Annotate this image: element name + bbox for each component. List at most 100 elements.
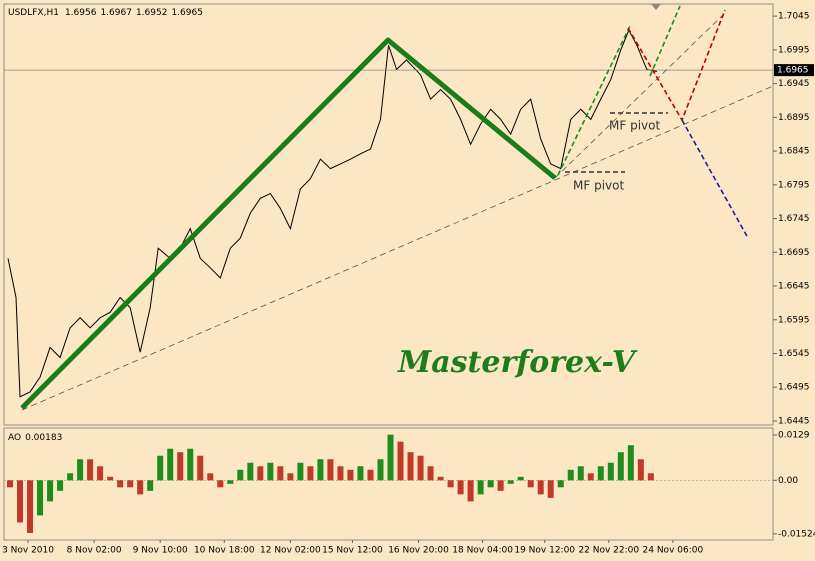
trend-line [21,85,774,411]
x-tick-label: 22 Nov 22:00 [578,546,639,556]
ao-bar [487,480,494,488]
ao-bar [397,441,404,481]
ao-bar [577,466,584,481]
ao-bar [417,455,424,481]
price-panel [3,3,774,426]
ao-bar [157,455,164,481]
ao-bar [207,473,214,481]
ao-bar [647,473,654,481]
ao-bar [67,473,74,481]
ao-bar [187,448,194,481]
annotation: MF pivot [609,119,660,133]
analysis-overlay: MF pivot MF pivot Masterforex-V [20,4,774,411]
symbol: USDLFX,H1 [8,8,59,18]
ao-bar [637,459,644,481]
chart-title: USDLFX,H1 1.6956 1.6967 1.6952 1.6965 [8,8,203,18]
ao-bar [77,459,84,481]
close: 1.6965 [171,8,203,18]
low: 1.6952 [136,8,168,18]
ao-bar [27,480,34,533]
ao-bar [477,480,484,495]
ao-bar [337,466,344,481]
ao-bar [407,452,414,481]
ao-bar [597,466,604,481]
ao-bar [57,480,64,491]
x-tick-label: 10 Nov 18:00 [194,546,255,556]
ao-bar [447,480,454,488]
watermark: Masterforex-V [397,345,638,380]
current-price-label: 1.6965 [777,66,809,76]
annotation: MF pivot [573,179,624,193]
y-tick-label: 1.6745 [778,214,810,224]
ao-bar [367,469,374,481]
ao-bar [257,466,264,481]
ao-bar [37,480,44,516]
x-tick-label: 3 Nov 2010 [2,546,54,556]
x-tick-label: 19 Nov 12:00 [514,546,575,556]
ao-bar [377,459,384,481]
ao-bar [437,476,444,481]
ao-bar [317,459,324,481]
y-tick-label: 1.6995 [778,45,810,55]
y-tick-label: 1.6545 [778,349,810,359]
ao-bar [617,452,624,481]
ao-bar [127,480,134,488]
x-tick-label: 16 Nov 20:00 [388,546,449,556]
ao-bar [167,448,174,481]
x-tick-label: 24 Nov 06:00 [643,546,704,556]
y-tick-label: 1.7045 [778,12,810,22]
ao-bar [267,462,274,481]
ao-bar [277,466,284,481]
ao-bar [587,473,594,481]
ao-bar [87,459,94,481]
ao-bar [117,480,124,488]
y-tick-label: 1.6645 [778,282,810,292]
ao-bar [227,480,234,484]
ao-bar [497,480,504,491]
ao-bar [347,469,354,481]
y-tick-label: 1.6895 [778,113,810,123]
y-tick-label: 0.00 [778,476,798,486]
ao-bar [147,480,154,491]
projection-line [557,25,631,176]
ao-bar [217,480,224,488]
ao-bar [387,434,394,481]
ao-bar [17,480,24,523]
y-tick-label: 0.0129 [778,431,810,441]
y-tick-label: 1.6795 [778,180,810,190]
projection-line [681,119,749,239]
ao-bar [427,466,434,481]
y-tick-label: -0.01524 [778,529,815,539]
ao-bar [357,466,364,481]
ao-bar [607,462,614,481]
ao-bar [517,476,524,481]
x-tick-label: 9 Nov 10:00 [133,546,188,556]
y-tick-label: 1.6445 [778,416,810,426]
x-tick-label: 8 Nov 02:00 [67,546,122,556]
indicator-value: 0.00183 [25,433,62,443]
ao-bar [457,480,464,495]
ao-bar [297,462,304,481]
ao-panel [3,427,774,541]
indicator-name: AO [8,433,21,443]
ao-bar [197,455,204,481]
shift-marker [651,4,661,10]
ao-bar [47,480,54,502]
ao-bar [327,459,334,481]
projection-line [649,5,681,77]
x-tick-label: 15 Nov 12:00 [322,546,383,556]
ao-bar [97,466,104,481]
ao-bar [537,480,544,495]
ao-bar [137,480,144,495]
ao-bar [287,473,294,481]
y-tick-label: 1.6845 [778,147,810,157]
ao-bar [237,469,244,481]
indicator-title: AO 0.00183 [8,433,62,443]
ao-bar [467,480,474,502]
y-tick-label: 1.6495 [778,383,810,393]
y-tick-label: 1.6595 [778,315,810,325]
y-tick-label: 1.6695 [778,248,810,258]
